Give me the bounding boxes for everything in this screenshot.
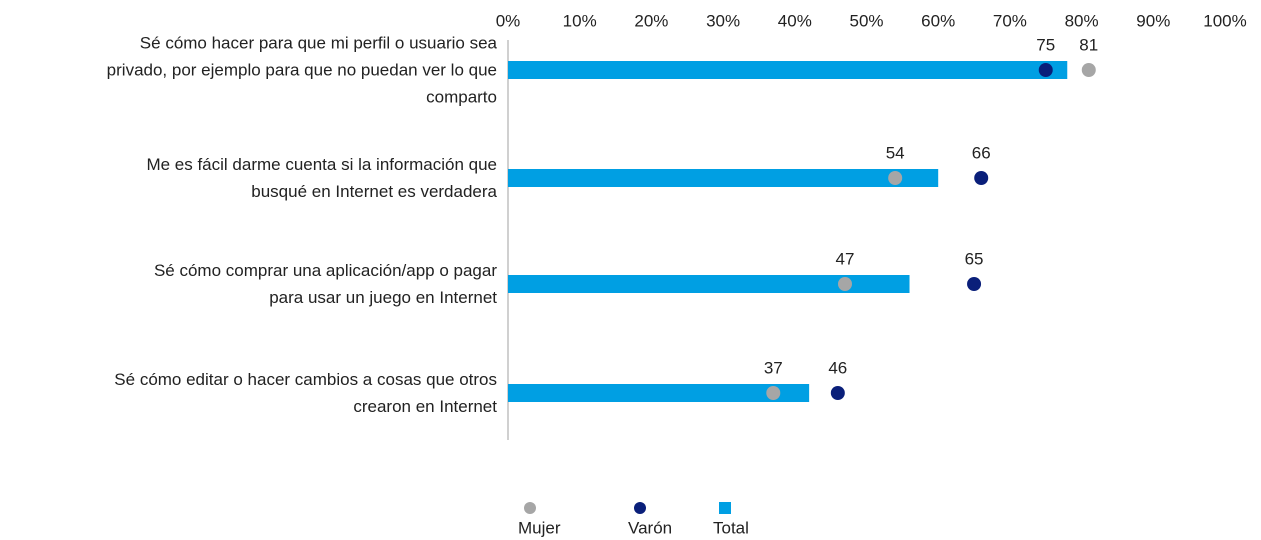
x-tick-label: 70% [993, 11, 1027, 30]
x-tick-label: 80% [1065, 11, 1099, 30]
data-label: 37 [764, 358, 783, 377]
x-tick-label: 60% [921, 11, 955, 30]
x-tick-label: 100% [1203, 11, 1246, 30]
x-tick-label: 90% [1136, 11, 1170, 30]
x-tick-label: 20% [634, 11, 668, 30]
dot [967, 277, 982, 291]
legend-label: Total [713, 518, 749, 537]
dot [888, 171, 903, 185]
bar [508, 61, 1068, 79]
x-tick-label: 30% [706, 11, 740, 30]
dot [837, 277, 852, 291]
bar [508, 275, 910, 293]
x-tick-label: 50% [849, 11, 883, 30]
category-label: Me es fácil darme cuenta si la informaci… [146, 155, 497, 201]
legend-swatch [524, 502, 536, 514]
dot [974, 171, 989, 185]
legend-swatch [634, 502, 646, 514]
dot [1038, 63, 1053, 77]
category-label: Sé cómo editar o hacer cambios a cosas q… [114, 370, 497, 416]
category-label: Sé cómo hacer para que mi perfil o usuar… [106, 33, 497, 107]
data-label: 47 [836, 249, 855, 268]
data-label: 66 [972, 143, 991, 162]
data-label: 75 [1036, 35, 1055, 54]
x-tick-label: 40% [778, 11, 812, 30]
legend-label: Varón [628, 518, 672, 537]
data-label: 65 [965, 249, 984, 268]
x-tick-label: 10% [563, 11, 597, 30]
dot [1081, 63, 1096, 77]
legend-swatch [719, 502, 731, 514]
data-label: 46 [828, 358, 847, 377]
data-label: 54 [886, 143, 905, 162]
bar [508, 384, 810, 402]
data-label: 81 [1079, 35, 1098, 54]
x-tick-label: 0% [496, 11, 521, 30]
dot [830, 386, 845, 400]
legend-label: Mujer [518, 518, 561, 537]
category-label: Sé cómo comprar una aplicación/app o pag… [153, 261, 497, 307]
bar [508, 169, 939, 187]
dot [766, 386, 781, 400]
